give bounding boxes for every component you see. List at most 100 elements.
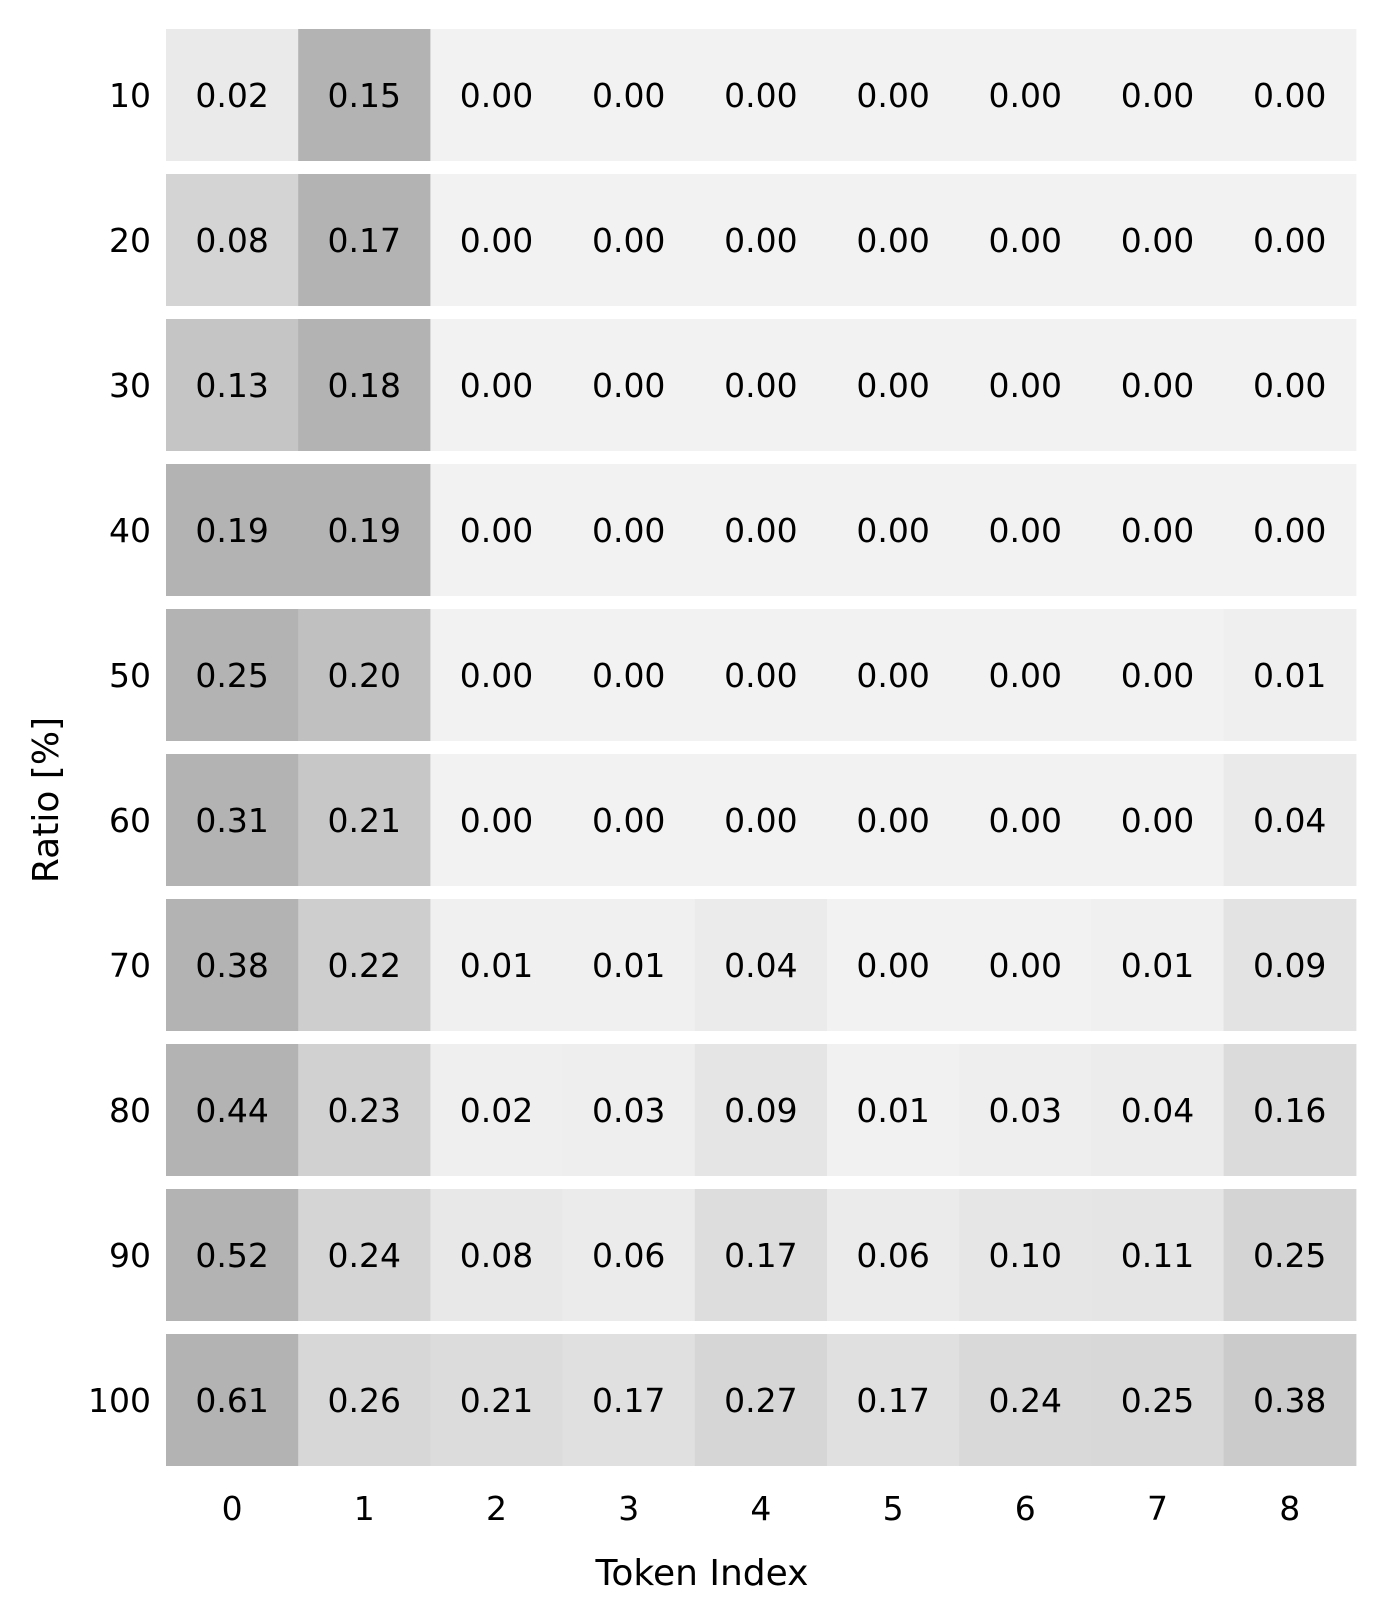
heatmap-cell bbox=[1223, 174, 1357, 306]
heatmap-cell-value: 0.04 bbox=[724, 946, 797, 985]
heatmap-cell-value: 0.01 bbox=[1253, 656, 1326, 695]
heatmap-cell-value: 0.00 bbox=[1253, 511, 1326, 550]
heatmap-cell-value: 0.00 bbox=[989, 511, 1062, 550]
heatmap-cells bbox=[166, 29, 1357, 1466]
heatmap-cell bbox=[562, 609, 696, 741]
y-tick-label: 50 bbox=[109, 656, 151, 695]
heatmap-cell bbox=[1091, 1189, 1225, 1321]
y-tick-label: 70 bbox=[109, 946, 151, 985]
heatmap-cell-value: 0.00 bbox=[724, 366, 797, 405]
heatmap-cell-value: 0.16 bbox=[1253, 1091, 1326, 1130]
heatmap-cell bbox=[430, 754, 564, 886]
heatmap-cell-value: 0.03 bbox=[989, 1091, 1062, 1130]
heatmap-cell-value: 0.00 bbox=[724, 511, 797, 550]
heatmap-cell-value: 0.26 bbox=[328, 1381, 401, 1420]
heatmap-cell bbox=[298, 754, 431, 886]
heatmap-cell bbox=[166, 464, 299, 596]
heatmap-cell-value: 0.04 bbox=[1253, 801, 1326, 840]
heatmap-cell-value: 0.00 bbox=[989, 221, 1062, 260]
heatmap-cell bbox=[827, 319, 960, 451]
x-tick-label: 7 bbox=[1147, 1489, 1168, 1528]
heatmap-cell-value: 0.00 bbox=[856, 366, 929, 405]
heatmap-cell bbox=[298, 1334, 431, 1466]
heatmap-cell bbox=[562, 174, 696, 306]
heatmap-cell-value: 0.00 bbox=[989, 656, 1062, 695]
heatmap-cell bbox=[562, 1044, 696, 1176]
heatmap-cell bbox=[959, 29, 1092, 161]
heatmap-cell bbox=[166, 754, 299, 886]
heatmap-cell bbox=[430, 1334, 564, 1466]
heatmap-cell-value: 0.00 bbox=[989, 801, 1062, 840]
heatmap-cell bbox=[298, 464, 431, 596]
heatmap-cell bbox=[298, 174, 431, 306]
heatmap-cell bbox=[827, 29, 960, 161]
heatmap-cell-value: 0.04 bbox=[1121, 1091, 1194, 1130]
heatmap-cell-value: 0.00 bbox=[989, 76, 1062, 115]
heatmap-cell-value: 0.00 bbox=[592, 366, 665, 405]
heatmap-cell-value: 0.17 bbox=[328, 221, 401, 260]
heatmap-cell bbox=[1091, 29, 1225, 161]
heatmap-cell-value: 0.52 bbox=[195, 1236, 268, 1275]
heatmap-cell bbox=[694, 609, 828, 741]
heatmap-cell bbox=[562, 1334, 696, 1466]
heatmap-cell bbox=[298, 899, 431, 1031]
heatmap-cell bbox=[694, 1189, 828, 1321]
heatmap-cell-value: 0.03 bbox=[592, 1091, 665, 1130]
heatmap-cell-value: 0.00 bbox=[460, 76, 533, 115]
heatmap-cell-value: 0.27 bbox=[724, 1381, 797, 1420]
heatmap-cell bbox=[166, 899, 299, 1031]
heatmap-cell bbox=[298, 1189, 431, 1321]
heatmap-cell-value: 0.38 bbox=[195, 946, 268, 985]
x-tick-label: 8 bbox=[1279, 1489, 1300, 1528]
heatmap-cell-value: 0.00 bbox=[856, 221, 929, 260]
heatmap-cell bbox=[827, 174, 960, 306]
x-tick-label: 1 bbox=[354, 1489, 375, 1528]
heatmap-cell bbox=[959, 1334, 1092, 1466]
heatmap-cell-value: 0.17 bbox=[724, 1236, 797, 1275]
y-tick-label: 20 bbox=[109, 221, 151, 260]
heatmap-cell-value: 0.00 bbox=[460, 801, 533, 840]
heatmap-cell bbox=[1091, 754, 1225, 886]
x-tick-label: 4 bbox=[750, 1489, 771, 1528]
y-tick-label: 30 bbox=[109, 366, 151, 405]
heatmap-cell-value: 0.01 bbox=[856, 1091, 929, 1130]
heatmap-cell bbox=[1223, 609, 1357, 741]
heatmap-cell-value: 0.06 bbox=[592, 1236, 665, 1275]
heatmap-cell-value: 0.02 bbox=[460, 1091, 533, 1130]
y-tick-label: 40 bbox=[109, 511, 151, 550]
x-axis-label: Token Index bbox=[595, 1553, 809, 1594]
heatmap-cell-value: 0.08 bbox=[195, 221, 268, 260]
heatmap-cell-value: 0.00 bbox=[460, 366, 533, 405]
heatmap-cell bbox=[694, 899, 828, 1031]
heatmap-cell bbox=[430, 1044, 564, 1176]
heatmap-cell-value: 0.00 bbox=[724, 76, 797, 115]
heatmap-cell bbox=[166, 1334, 299, 1466]
heatmap-cell bbox=[827, 609, 960, 741]
heatmap-cell bbox=[959, 1189, 1092, 1321]
heatmap-cell-value: 0.11 bbox=[1121, 1236, 1194, 1275]
heatmap-cell bbox=[1091, 174, 1225, 306]
heatmap-cell-value: 0.00 bbox=[856, 76, 929, 115]
heatmap-cell bbox=[1223, 1044, 1357, 1176]
heatmap-cell bbox=[959, 754, 1092, 886]
heatmap-cell bbox=[562, 1189, 696, 1321]
heatmap-cell-value: 0.00 bbox=[460, 511, 533, 550]
heatmap-cell bbox=[1091, 1334, 1225, 1466]
heatmap-cell bbox=[694, 754, 828, 886]
heatmap-cell bbox=[1091, 319, 1225, 451]
heatmap-cell-value: 0.06 bbox=[856, 1236, 929, 1275]
heatmap-cell bbox=[959, 464, 1092, 596]
heatmap-cell-value: 0.31 bbox=[195, 801, 268, 840]
heatmap-cell-value: 0.17 bbox=[856, 1381, 929, 1420]
heatmap-cell bbox=[1091, 1044, 1225, 1176]
heatmap-cell bbox=[298, 319, 431, 451]
heatmap-cell-value: 0.00 bbox=[1121, 656, 1194, 695]
heatmap-cell bbox=[694, 174, 828, 306]
heatmap-cell bbox=[1091, 464, 1225, 596]
heatmap-cell-value: 0.00 bbox=[460, 656, 533, 695]
heatmap-cell-value: 0.00 bbox=[724, 656, 797, 695]
x-axis-ticks: 0 1 2 3 4 5 6 7 8 bbox=[222, 1489, 1301, 1528]
heatmap-cell bbox=[166, 609, 299, 741]
heatmap-cell bbox=[166, 1044, 299, 1176]
heatmap-cell bbox=[1223, 29, 1357, 161]
